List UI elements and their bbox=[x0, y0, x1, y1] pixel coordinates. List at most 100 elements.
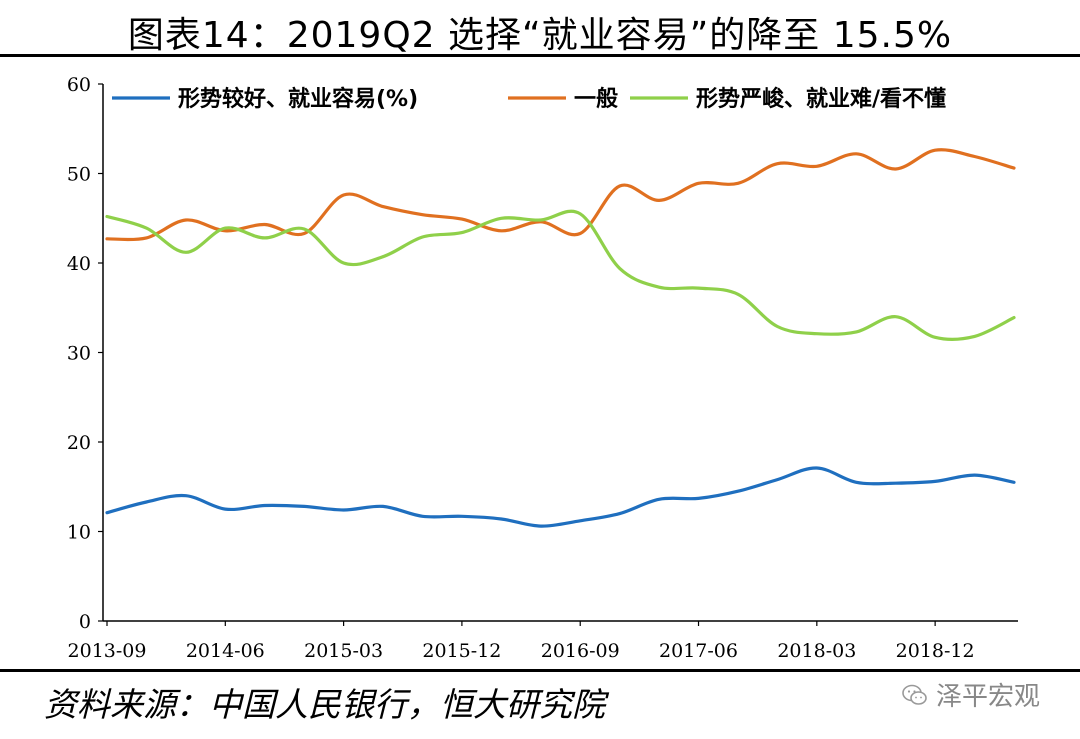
watermark: 泽平宏观 bbox=[902, 676, 1040, 713]
x-tick-label: 2016-09 bbox=[541, 640, 620, 662]
page-title: 图表14：2019Q2 选择“就业容易”的降至 15.5% bbox=[127, 15, 953, 56]
y-tick-label: 50 bbox=[67, 164, 91, 186]
data-point bbox=[499, 517, 503, 521]
data-point bbox=[775, 478, 779, 482]
data-point bbox=[105, 237, 109, 241]
data-point bbox=[775, 325, 779, 329]
data-point bbox=[933, 148, 937, 152]
legend-label: 形势较好、就业容易(%) bbox=[178, 86, 418, 112]
y-tick-label: 20 bbox=[67, 432, 91, 454]
data-point bbox=[539, 524, 543, 528]
data-point bbox=[933, 335, 937, 339]
data-point bbox=[539, 218, 543, 222]
data-point bbox=[105, 214, 109, 218]
data-point bbox=[657, 285, 661, 289]
series-line-general bbox=[105, 148, 1016, 242]
data-point bbox=[420, 235, 424, 239]
data-point bbox=[381, 504, 385, 508]
data-point bbox=[894, 481, 898, 485]
data-point bbox=[736, 181, 740, 185]
x-tick-label: 2013-09 bbox=[68, 640, 147, 662]
data-point bbox=[223, 507, 227, 511]
line-chart: 0 10 20 30 40 50 60 2013-09 2014-06 2015-03 2015-1… bbox=[67, 74, 1018, 662]
data-point bbox=[815, 332, 819, 336]
data-point bbox=[854, 152, 858, 156]
data-point bbox=[657, 198, 661, 202]
data-point bbox=[184, 250, 188, 254]
data-point bbox=[1012, 480, 1016, 484]
data-point bbox=[578, 212, 582, 216]
data-point bbox=[302, 504, 306, 508]
data-point bbox=[775, 162, 779, 166]
data-point bbox=[1012, 316, 1016, 320]
data-point bbox=[263, 223, 267, 227]
data-point bbox=[263, 504, 267, 508]
data-point bbox=[223, 226, 227, 230]
data-point bbox=[342, 508, 346, 512]
data-point bbox=[697, 496, 701, 500]
data-point bbox=[894, 315, 898, 319]
data-point bbox=[381, 255, 385, 259]
data-point bbox=[1012, 166, 1016, 170]
data-point bbox=[618, 266, 622, 270]
source-note: 资料来源：中国人民银行，恒大研究院 bbox=[44, 685, 605, 724]
legend-item-easy-employment: 形势较好、就业容易(%) bbox=[112, 86, 418, 112]
data-point bbox=[657, 497, 661, 501]
legend-item-hard-employment: 形势严峻、就业难/看不懂 bbox=[630, 86, 946, 112]
data-point bbox=[854, 480, 858, 484]
data-point bbox=[342, 193, 346, 197]
data-point bbox=[499, 216, 503, 220]
y-tick-label: 30 bbox=[67, 343, 91, 365]
data-point bbox=[815, 164, 819, 168]
legend-label: 一般 bbox=[574, 86, 618, 112]
x-tick-label: 2014-06 bbox=[186, 640, 265, 662]
data-point bbox=[144, 236, 148, 240]
data-point bbox=[933, 479, 937, 483]
data-point bbox=[973, 334, 977, 338]
series-line-hard-employment bbox=[105, 209, 1016, 341]
data-point bbox=[184, 494, 188, 498]
data-point bbox=[184, 218, 188, 222]
data-point bbox=[736, 292, 740, 296]
x-tick-label: 2017-06 bbox=[659, 640, 738, 662]
data-point bbox=[697, 181, 701, 185]
data-point bbox=[618, 184, 622, 188]
legend-item-general: 一般 bbox=[508, 86, 618, 112]
y-tick-label: 60 bbox=[67, 74, 91, 96]
bottom-rule bbox=[0, 669, 1080, 672]
legend-label: 形势严峻、就业难/看不懂 bbox=[696, 86, 946, 112]
data-point bbox=[973, 473, 977, 477]
data-point bbox=[618, 512, 622, 516]
data-point bbox=[697, 286, 701, 290]
data-point bbox=[144, 500, 148, 504]
x-tick-label: 2018-12 bbox=[896, 640, 975, 662]
data-point bbox=[894, 167, 898, 171]
data-point bbox=[578, 519, 582, 523]
data-point bbox=[499, 229, 503, 233]
data-point bbox=[420, 213, 424, 217]
y-tick-label: 10 bbox=[67, 522, 91, 544]
data-point bbox=[460, 514, 464, 518]
data-point bbox=[420, 514, 424, 518]
data-point bbox=[854, 330, 858, 334]
data-point bbox=[302, 227, 306, 231]
data-point bbox=[263, 236, 267, 240]
data-point bbox=[381, 205, 385, 209]
data-point bbox=[815, 466, 819, 470]
watermark-text: 泽平宏观 bbox=[935, 682, 1040, 712]
data-point bbox=[105, 511, 109, 515]
y-tick-label: 0 bbox=[79, 611, 91, 633]
data-point bbox=[578, 231, 582, 235]
wechat-icon bbox=[902, 684, 927, 705]
data-point bbox=[973, 154, 977, 158]
data-point bbox=[460, 231, 464, 235]
data-point bbox=[302, 231, 306, 235]
data-point bbox=[144, 226, 148, 230]
x-tick-label: 2015-03 bbox=[304, 640, 383, 662]
series-line-easy-employment bbox=[105, 466, 1016, 528]
data-point bbox=[342, 261, 346, 265]
y-tick-label: 40 bbox=[67, 253, 91, 275]
x-tick-label: 2018-03 bbox=[777, 640, 856, 662]
data-point bbox=[460, 217, 464, 221]
x-tick-label: 2015-12 bbox=[422, 640, 501, 662]
